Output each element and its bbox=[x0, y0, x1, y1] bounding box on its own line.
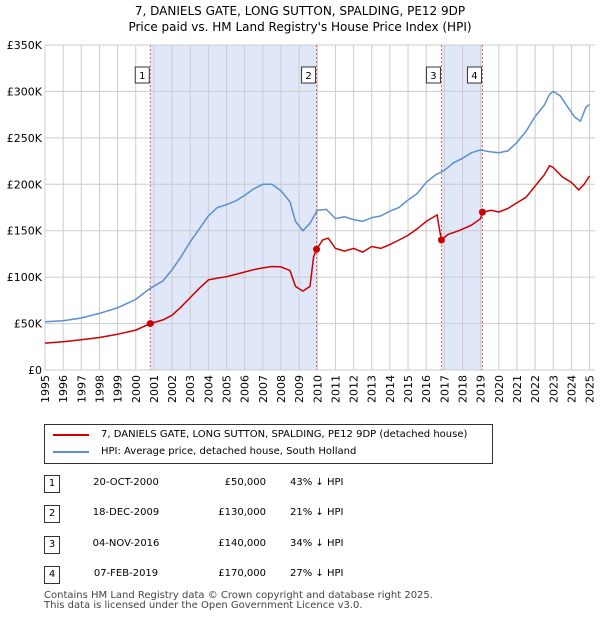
x-tick-label: 2007 bbox=[257, 375, 270, 403]
footer-license: This data is licensed under the Open Gov… bbox=[44, 600, 363, 611]
x-tick-label: 2019 bbox=[475, 375, 488, 403]
x-tick-label: 1995 bbox=[39, 375, 52, 403]
legend-line-property bbox=[53, 434, 89, 436]
sale-label-text: 1 bbox=[139, 71, 145, 82]
table-row: 3 04-NOV-2016 £140,000 34% ↓ HPI bbox=[0, 536, 600, 556]
x-tick-label: 2003 bbox=[184, 375, 197, 403]
x-tick-label: 2012 bbox=[348, 375, 361, 403]
transaction-date: 18-DEC-2009 bbox=[92, 507, 160, 518]
x-tick-label: 2002 bbox=[166, 375, 179, 403]
transaction-price: £130,000 bbox=[218, 507, 266, 518]
transaction-date: 20-OCT-2000 bbox=[93, 477, 159, 488]
y-tick-label: £200K bbox=[7, 178, 43, 191]
legend-label-hpi: HPI: Average price, detached house, Sout… bbox=[101, 446, 357, 457]
ownership-period-shade bbox=[150, 45, 317, 370]
sale-point bbox=[313, 245, 321, 253]
x-tick-label: 2021 bbox=[511, 375, 524, 403]
hpi-line bbox=[44, 90, 591, 323]
sale-label-box bbox=[425, 66, 441, 84]
chart-title: 7, DANIELS GATE, LONG SUTTON, SPALDING, … bbox=[134, 4, 466, 18]
legend: 7, DANIELS GATE, LONG SUTTON, SPALDING, … bbox=[44, 424, 493, 464]
x-tick-label: 2014 bbox=[384, 375, 397, 403]
ownership-period-shade bbox=[441, 45, 483, 370]
x-tick-label: 2004 bbox=[202, 375, 215, 403]
footer-copyright: Contains HM Land Registry data © Crown c… bbox=[44, 590, 433, 601]
table-row: 1 20-OCT-2000 £50,000 43% ↓ HPI bbox=[0, 475, 600, 495]
transaction-number: 4 bbox=[44, 566, 60, 584]
x-tick-label: 2020 bbox=[493, 375, 506, 403]
x-tick-label: 2015 bbox=[402, 375, 415, 403]
sale-label-box bbox=[301, 66, 317, 84]
sale-label-box bbox=[466, 66, 482, 84]
transaction-hpi-diff: 43% ↓ HPI bbox=[290, 477, 344, 488]
y-tick-label: £50K bbox=[14, 318, 43, 331]
transaction-hpi-diff: 21% ↓ HPI bbox=[290, 507, 344, 518]
transaction-number: 3 bbox=[44, 536, 60, 554]
x-tick-label: 2008 bbox=[275, 375, 288, 403]
y-tick-label: £300K bbox=[7, 85, 43, 98]
sale-label-box bbox=[134, 66, 150, 84]
x-tick-label: 2009 bbox=[293, 375, 306, 403]
x-tick-label: 1997 bbox=[75, 375, 88, 403]
x-tick-label: 2006 bbox=[239, 375, 252, 403]
transaction-date: 04-NOV-2016 bbox=[92, 538, 160, 549]
y-tick-label: £100K bbox=[7, 271, 43, 284]
price-chart: 1 2 3 4 £0 £50K £100K £150K £200K £250K £300K £350K… bbox=[7, 39, 597, 403]
transaction-price: £50,000 bbox=[224, 477, 266, 488]
x-tick-label: 1996 bbox=[57, 375, 70, 403]
x-tick-label: 2024 bbox=[565, 375, 578, 403]
sale-point bbox=[478, 208, 486, 216]
x-tick-label: 2017 bbox=[438, 375, 451, 403]
x-tick-label: 2023 bbox=[547, 375, 560, 403]
x-tick-label: 2010 bbox=[311, 375, 324, 403]
transaction-hpi-diff: 34% ↓ HPI bbox=[290, 538, 344, 549]
y-tick-label: £150K bbox=[7, 225, 43, 238]
sale-label-text: 3 bbox=[430, 71, 436, 82]
x-tick-label: 2013 bbox=[366, 375, 379, 403]
transaction-hpi-diff: 27% ↓ HPI bbox=[290, 568, 344, 579]
x-tick-label: 1999 bbox=[112, 375, 125, 403]
x-tick-label: 2022 bbox=[529, 375, 542, 403]
property-price-line bbox=[44, 164, 591, 344]
x-tick-label: 1998 bbox=[93, 375, 106, 403]
sale-point bbox=[437, 236, 445, 244]
sale-label-text: 4 bbox=[471, 71, 477, 82]
x-tick-label: 2001 bbox=[148, 375, 161, 403]
transaction-number: 2 bbox=[44, 505, 60, 523]
sale-label-text: 2 bbox=[305, 71, 311, 82]
transaction-price: £170,000 bbox=[218, 568, 266, 579]
y-tick-label: £250K bbox=[7, 132, 43, 145]
x-tick-label: 2011 bbox=[329, 375, 342, 403]
plot-area bbox=[45, 45, 595, 370]
x-tick-label: 2005 bbox=[221, 375, 234, 403]
legend-line-hpi bbox=[53, 451, 89, 453]
sale-point bbox=[146, 320, 154, 328]
legend-label-property: 7, DANIELS GATE, LONG SUTTON, SPALDING, … bbox=[101, 429, 468, 440]
transaction-date: 07-FEB-2019 bbox=[93, 568, 159, 579]
x-tick-label: 2000 bbox=[130, 375, 143, 403]
chart-subtitle: Price paid vs. HM Land Registry's House … bbox=[128, 20, 472, 34]
table-row: 4 07-FEB-2019 £170,000 27% ↓ HPI bbox=[0, 566, 600, 586]
table-row: 2 18-DEC-2009 £130,000 21% ↓ HPI bbox=[0, 505, 600, 525]
transaction-number: 1 bbox=[44, 475, 60, 493]
x-tick-label: 2025 bbox=[584, 375, 597, 403]
transaction-price: £140,000 bbox=[218, 538, 266, 549]
y-tick-label: £350K bbox=[7, 39, 43, 52]
x-tick-label: 2016 bbox=[420, 375, 433, 403]
x-tick-label: 2018 bbox=[456, 375, 469, 403]
y-tick-label: £0 bbox=[28, 364, 42, 377]
